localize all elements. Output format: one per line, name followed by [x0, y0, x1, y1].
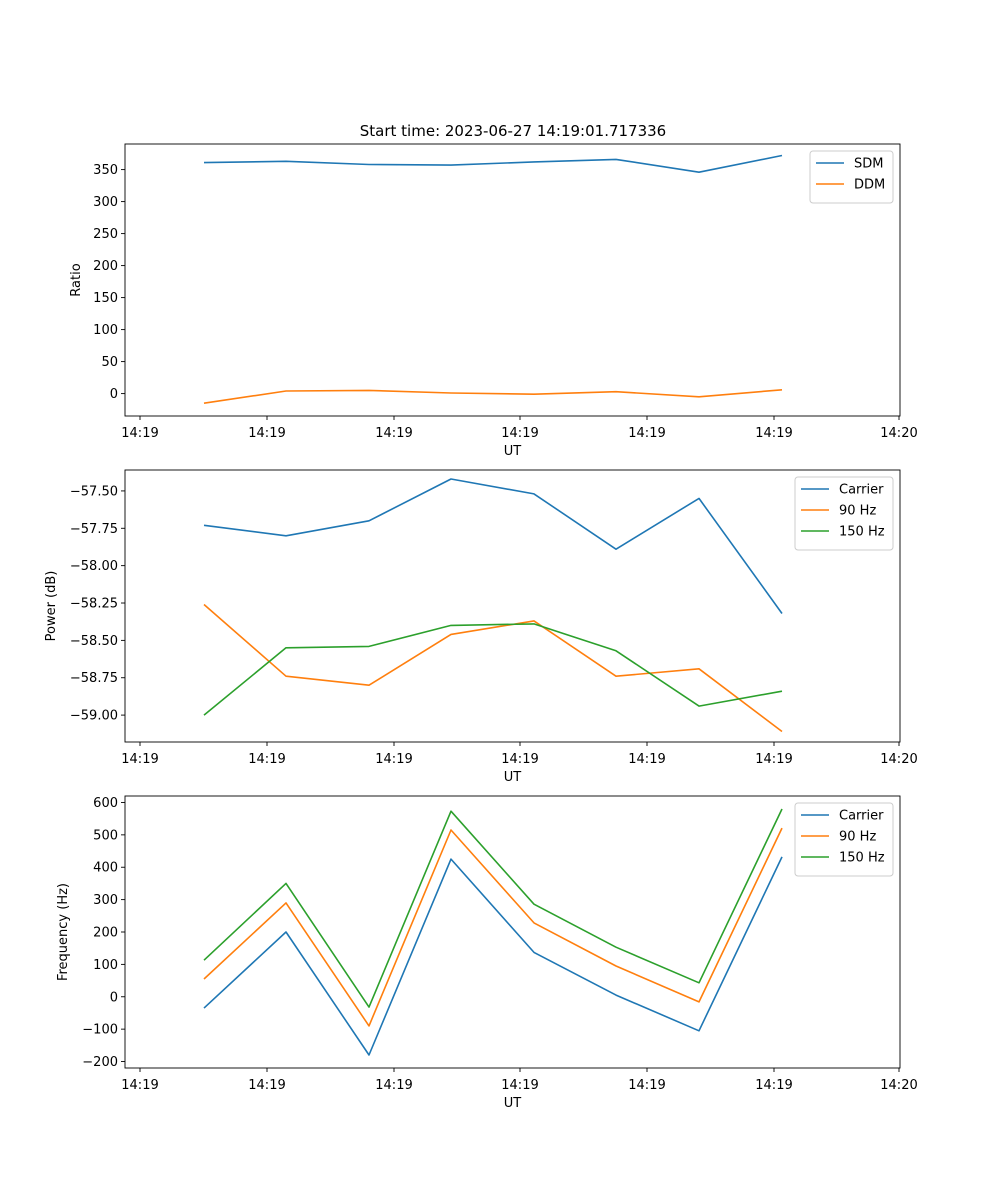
legend-label: 90 Hz	[839, 504, 876, 519]
legend-label: Carrier	[839, 483, 884, 498]
x-tick-label: 14:19	[501, 752, 538, 767]
x-tick-label: 14:19	[501, 1078, 538, 1093]
x-axis-label: UT	[504, 1096, 522, 1111]
x-tick-label: 14:19	[248, 752, 285, 767]
y-tick-label: 300	[93, 893, 118, 908]
y-tick-label: 350	[93, 163, 118, 178]
x-tick-label: 14:19	[755, 752, 792, 767]
x-axis-label: UT	[504, 444, 522, 459]
y-tick-label: 600	[93, 796, 118, 811]
series-line-carrier	[203, 478, 783, 614]
y-axis-label: Power (dB)	[44, 571, 59, 642]
series-line-sdm	[203, 154, 783, 173]
y-tick-label: 200	[93, 259, 118, 274]
x-tick-label: 14:19	[248, 426, 285, 441]
x-tick-label: 14:19	[121, 752, 158, 767]
y-tick-label: −58.25	[70, 597, 118, 612]
y-tick-label: 150	[93, 291, 118, 306]
y-tick-label: −100	[82, 1023, 118, 1038]
y-tick-label: −58.50	[70, 634, 118, 649]
y-tick-label: −57.75	[70, 522, 118, 537]
x-tick-label: 14:19	[248, 1078, 285, 1093]
series-line-ddm	[203, 389, 783, 404]
y-tick-label: 0	[110, 990, 118, 1005]
x-tick-label: 14:19	[121, 426, 158, 441]
legend-label: SDM	[854, 157, 883, 172]
subplot-power: −59.00 −58.75 −58.50 −58.25 −58.00 −57.75 −57.…	[44, 469, 918, 785]
x-axis-label: UT	[504, 770, 522, 785]
y-tick-label: 250	[93, 227, 118, 242]
y-tick-label: 0	[110, 387, 118, 402]
y-axis-label: Ratio	[69, 263, 84, 296]
series-line-90-hz	[203, 603, 783, 733]
series-line-150-hz	[203, 623, 783, 716]
y-tick-label: 50	[101, 355, 118, 370]
y-tick-label: 300	[93, 195, 118, 210]
y-tick-label: −57.50	[70, 484, 118, 499]
x-tick-label: 14:19	[501, 426, 538, 441]
x-tick-label: 14:20	[880, 1078, 917, 1093]
legend-box	[809, 150, 894, 204]
y-tick-label: −59.00	[70, 709, 118, 724]
y-tick-label: 100	[93, 958, 118, 973]
y-tick-label: −58.00	[70, 559, 118, 574]
y-tick-label: 500	[93, 828, 118, 843]
y-tick-label: −200	[82, 1055, 118, 1070]
x-tick-label: 14:19	[375, 1078, 412, 1093]
y-tick-label: 200	[93, 926, 118, 941]
y-axis-label: Frequency (Hz)	[56, 883, 71, 981]
x-tick-label: 14:20	[880, 426, 917, 441]
legend-label: 150 Hz	[839, 525, 885, 540]
axes-frame	[124, 143, 901, 417]
series-line-carrier	[203, 856, 783, 1056]
legend-label: 90 Hz	[839, 830, 876, 845]
y-tick-label: −58.75	[70, 671, 118, 686]
x-tick-label: 14:19	[628, 752, 665, 767]
x-tick-label: 14:19	[755, 1078, 792, 1093]
x-tick-label: 14:19	[628, 426, 665, 441]
x-tick-label: 14:19	[628, 1078, 665, 1093]
series-line-90-hz	[203, 827, 783, 1027]
x-tick-label: 14:20	[880, 752, 917, 767]
axes-frame	[124, 469, 901, 743]
legend-label: Carrier	[839, 809, 884, 824]
x-tick-label: 14:19	[375, 752, 412, 767]
figure-title: Start time: 2023-06-27 14:19:01.717336	[360, 122, 666, 140]
y-tick-label: 100	[93, 323, 118, 338]
x-tick-label: 14:19	[121, 1078, 158, 1093]
x-tick-label: 14:19	[755, 426, 792, 441]
axes-frame	[124, 795, 901, 1069]
subplot-frequency: −200 −100 0 100 200 300 400 500 600 14:19 14:19 14:…	[56, 795, 918, 1111]
legend-label: DDM	[854, 178, 885, 193]
y-tick-label: 400	[93, 861, 118, 876]
x-tick-label: 14:19	[375, 426, 412, 441]
subplot-ratio: 0 50 100 150 200 250 300 350 14:19 14:19 14:19 14:1…	[69, 143, 918, 459]
legend-label: 150 Hz	[839, 851, 885, 866]
series-line-150-hz	[203, 808, 783, 1008]
